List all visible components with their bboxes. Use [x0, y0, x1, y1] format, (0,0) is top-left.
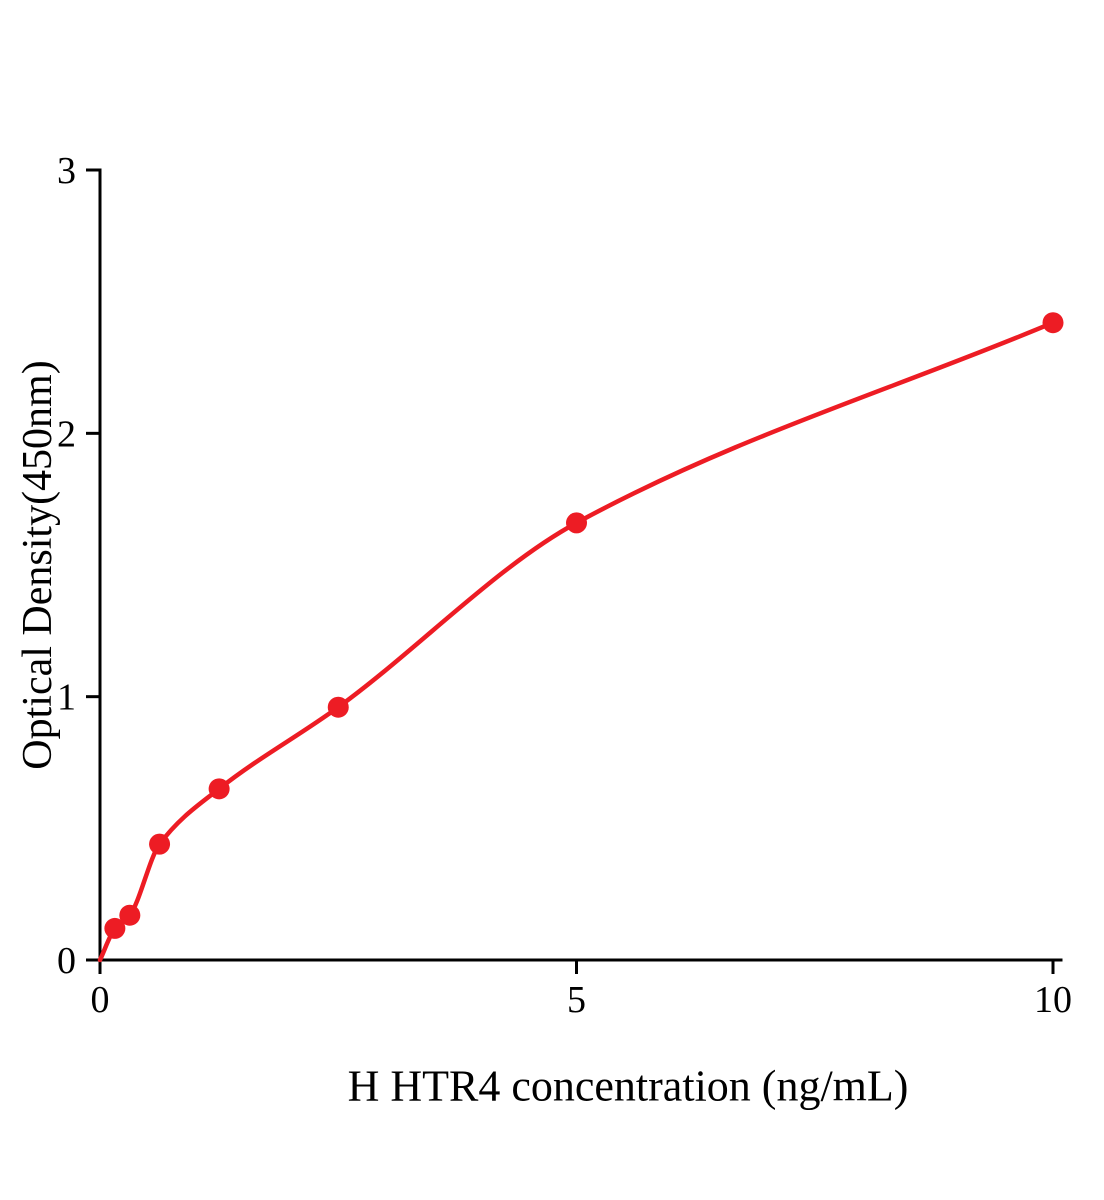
x-axis-label: H HTR4 concentration (ng/mL) [347, 1061, 909, 1111]
data-point [327, 696, 349, 718]
x-tick-label: 0 [91, 979, 110, 1021]
x-tick-label: 10 [1034, 979, 1072, 1021]
data-point [119, 904, 141, 926]
data-point [566, 512, 587, 534]
data-point [1042, 312, 1064, 334]
data-point [149, 833, 171, 855]
y-tick-label: 1 [57, 677, 76, 719]
y-tick-label: 3 [57, 150, 76, 192]
y-axis-label: Optical Density(450nm) [15, 360, 61, 770]
fit-curve [97, 320, 1056, 963]
data-point [208, 778, 230, 800]
y-tick-label: 2 [57, 413, 76, 455]
y-tick-label: 0 [57, 940, 76, 982]
data-point [104, 917, 126, 939]
x-tick-label: 5 [567, 979, 586, 1021]
